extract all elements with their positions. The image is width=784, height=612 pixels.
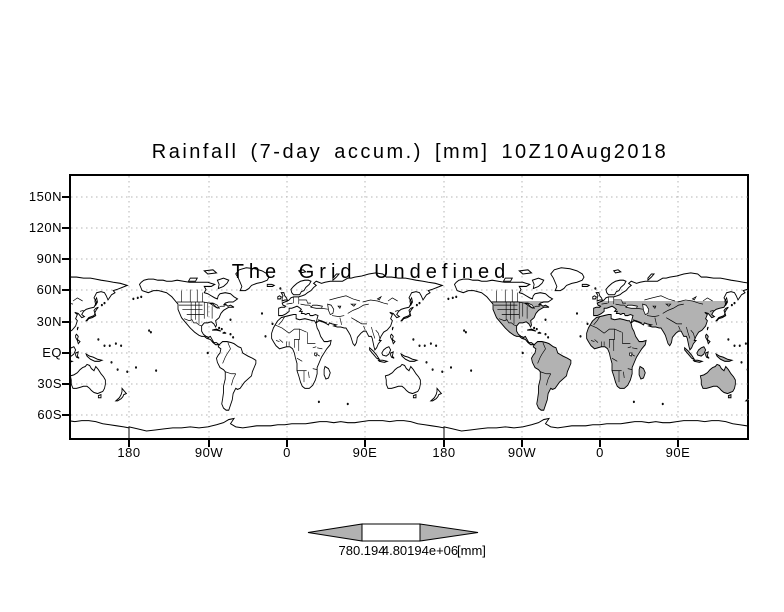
x-tick-mark [208,440,210,447]
x-axis-label: 0 [283,445,291,460]
x-axis-label: 90E [665,445,691,460]
colorbar-units-label: [mm] [457,543,486,558]
x-tick-mark [128,440,130,447]
x-tick-mark [677,440,679,447]
x-axis-label: 90E [352,445,378,460]
colorbar-blank-segment [361,523,421,542]
y-axis-label: 30S [37,376,62,391]
x-tick-mark [364,440,366,447]
x-tick-mark [521,440,523,447]
coastlines [71,267,749,440]
colorbar-right-arrow [419,523,479,542]
y-tick-mark [62,383,71,385]
y-axis-label: 30N [36,314,62,329]
x-tick-mark [599,440,601,447]
y-tick-mark [62,258,71,260]
x-axis-label: 180 [117,445,141,460]
y-axis-label: 60S [37,407,62,422]
y-tick-mark [62,196,71,198]
x-axis-label: 90W [194,445,224,460]
plot-frame [69,174,749,440]
x-axis-label: 90W [507,445,537,460]
y-axis-label: 60N [36,282,62,297]
x-tick-mark [286,440,288,447]
colorbar-left-arrow [307,523,363,542]
y-tick-mark [62,321,71,323]
y-tick-mark [62,227,71,229]
y-tick-mark [62,352,71,354]
x-axis-label: 0 [596,445,604,460]
y-axis-label: EQ [42,345,62,360]
grid-undefined-warning: The Grid Undefined [231,261,511,283]
y-tick-mark [62,414,71,416]
colorbar-max-label: 4.80194e+06 [381,543,459,558]
y-axis-label: 90N [36,251,62,266]
colorbar [307,523,479,542]
x-tick-mark [443,440,445,447]
x-axis-label: 180 [432,445,456,460]
y-axis-label: 120N [28,220,62,235]
colorbar-min-label: 780.194 [338,543,386,558]
y-tick-mark [62,289,71,291]
plot-title: Rainfall (7-day accum.) [mm] 10Z10Aug201… [151,141,669,163]
world-map [71,176,749,440]
y-axis-label: 150N [28,189,62,204]
